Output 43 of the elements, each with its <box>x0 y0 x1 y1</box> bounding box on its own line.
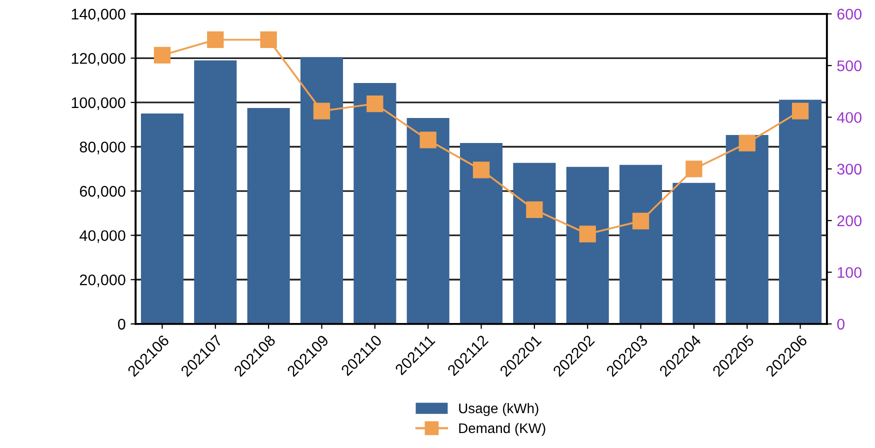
y-tick-label: 40,000 <box>80 230 126 243</box>
point <box>366 95 384 112</box>
point <box>686 160 702 178</box>
legend-label: Demand (KW) <box>459 422 546 436</box>
point <box>632 212 650 230</box>
bar <box>566 166 609 324</box>
y-tick-label: 100,000 <box>72 97 126 110</box>
point <box>154 46 171 64</box>
point <box>207 31 224 48</box>
point <box>526 201 543 218</box>
point <box>472 162 490 178</box>
bar <box>460 142 503 324</box>
y2-tick-label: 600 <box>837 8 862 20</box>
point <box>420 132 436 148</box>
y-tick-label: 120,000 <box>72 53 126 66</box>
bar <box>726 135 768 324</box>
bar <box>672 182 716 324</box>
bar <box>247 108 290 324</box>
y2-tick-label: 500 <box>837 60 862 72</box>
bar <box>779 100 822 324</box>
y2-tick-label: 200 <box>837 215 862 226</box>
y-tick-label: 80,000 <box>80 142 126 154</box>
bar <box>620 164 662 324</box>
legend-label: Usage (kWh) <box>459 403 538 416</box>
bar <box>300 57 343 324</box>
bar <box>354 82 396 324</box>
point <box>579 226 596 242</box>
point <box>792 102 809 120</box>
y2-tick-label: 400 <box>836 112 862 123</box>
point <box>313 102 330 120</box>
bar <box>406 118 450 324</box>
bar <box>140 114 184 324</box>
y-tick-label: 60,000 <box>80 186 126 199</box>
y2-tick-label: 100 <box>838 267 862 278</box>
y-tick-label: 20,000 <box>80 274 126 288</box>
bar <box>194 60 237 324</box>
y2-tick-label: 0 <box>837 318 844 330</box>
bar <box>513 162 556 324</box>
y2-tick-label: 300 <box>837 164 862 175</box>
point <box>260 31 277 48</box>
y-tick-label: 140,000 <box>72 8 126 22</box>
y-tick-label: 0 <box>118 318 126 330</box>
point <box>738 134 756 152</box>
